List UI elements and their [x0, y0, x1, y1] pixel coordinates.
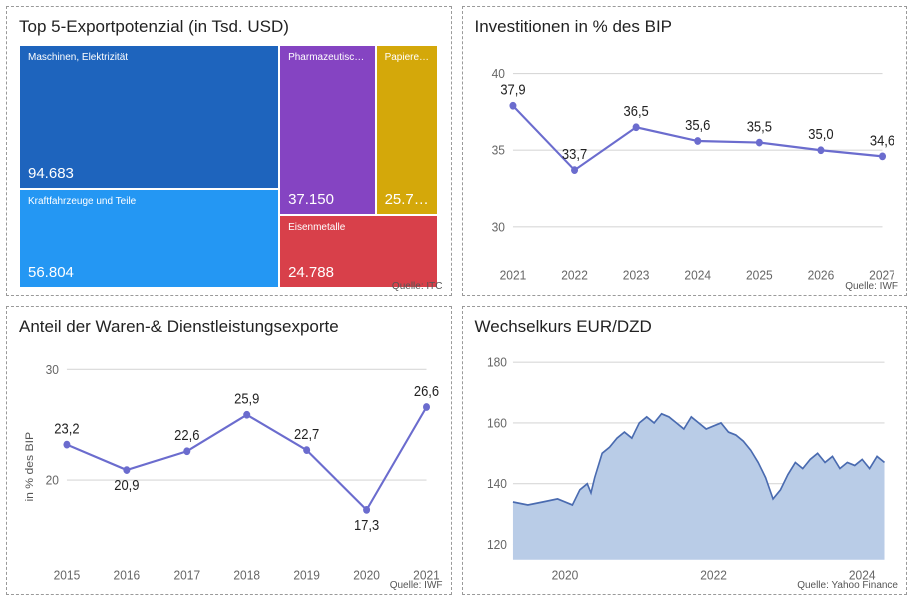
svg-text:2019: 2019	[293, 568, 320, 583]
svg-text:2021: 2021	[499, 268, 526, 283]
svg-text:30: 30	[491, 220, 504, 235]
line-chart-invest: 303540202120222023202420252026202737,933…	[475, 45, 895, 289]
svg-text:20: 20	[46, 472, 59, 487]
svg-text:25,9: 25,9	[234, 391, 259, 407]
treemap-cell: Pharmazeutische… 37.150	[279, 45, 375, 215]
svg-text:140: 140	[486, 476, 506, 491]
treemap-cell: Eisenmetalle 24.788	[279, 215, 438, 288]
treemap-cell: Maschinen, Elektrizität 94.683	[19, 45, 279, 189]
panel-investitionen: Investitionen in % des BIP 30 35 40 2021 202…	[462, 6, 908, 296]
treemap-cell: Papiererz… 25.7…	[376, 45, 439, 215]
svg-text:2016: 2016	[114, 568, 141, 583]
svg-text:22,6: 22,6	[174, 427, 200, 443]
source-label: Quelle: IWF	[390, 580, 443, 591]
svg-text:36,5: 36,5	[623, 104, 649, 120]
svg-text:2022: 2022	[700, 568, 727, 583]
panel-export-potential: Top 5-Exportpotenzial (in Tsd. USD) Masc…	[6, 6, 452, 296]
panel-export-share: Anteil der Waren-& Dienstleistungsexport…	[6, 306, 452, 596]
svg-text:2020: 2020	[353, 568, 380, 583]
svg-text:2026: 2026	[807, 268, 834, 283]
svg-text:160: 160	[486, 415, 506, 430]
panel-title: Top 5-Exportpotenzial (in Tsd. USD)	[19, 17, 439, 37]
treemap-cell-label: Maschinen, Elektrizität	[28, 52, 270, 63]
source-label: Quelle: Yahoo Finance	[797, 580, 898, 591]
svg-text:22,7: 22,7	[294, 426, 319, 442]
treemap-chart: Maschinen, Elektrizität 94.683 Kraftfahrze…	[19, 45, 439, 289]
svg-text:2024: 2024	[684, 268, 711, 283]
svg-text:37,9: 37,9	[500, 82, 525, 98]
svg-text:2015: 2015	[54, 568, 81, 583]
source-label: Quelle: IWF	[845, 281, 898, 292]
svg-text:120: 120	[486, 537, 506, 552]
treemap-cell-label: Kraftfahrzeuge und Teile	[28, 196, 270, 207]
svg-text:2022: 2022	[561, 268, 588, 283]
svg-text:in % des BIP: in % des BIP	[24, 431, 35, 501]
svg-text:17,3: 17,3	[354, 517, 380, 533]
svg-text:26,6: 26,6	[414, 383, 439, 399]
svg-text:2018: 2018	[233, 568, 260, 583]
treemap-cell-value: 56.804	[28, 264, 270, 281]
svg-text:2020: 2020	[551, 568, 578, 583]
area-chart-fx: 120140160180202020222024	[475, 345, 895, 589]
svg-text:20,9: 20,9	[114, 477, 139, 493]
panel-title: Anteil der Waren-& Dienstleistungsexport…	[19, 317, 439, 337]
panel-wechselkurs: Wechselkurs EUR/DZD 120 140 160 180 2020 2022…	[462, 306, 908, 596]
svg-text:2023: 2023	[622, 268, 649, 283]
treemap-cell-value: 37.150	[288, 191, 366, 208]
svg-text:40: 40	[491, 66, 504, 81]
panel-title: Wechselkurs EUR/DZD	[475, 317, 895, 337]
treemap-cell-label: Pharmazeutische…	[288, 52, 366, 63]
line-chart-export-share: 20 30 in % des BIP 2015 2016 2017 2018 2019 2020…	[19, 345, 439, 589]
source-label: Quelle: ITC	[392, 281, 443, 292]
treemap-cell-label: Eisenmetalle	[288, 222, 429, 233]
svg-text:35,5: 35,5	[746, 119, 772, 135]
treemap-cell: Kraftfahrzeuge und Teile 56.804	[19, 189, 279, 289]
svg-text:2017: 2017	[173, 568, 200, 583]
treemap-cell-value: 24.788	[288, 264, 429, 281]
treemap-cell-value: 94.683	[28, 165, 270, 182]
svg-text:35,6: 35,6	[685, 117, 711, 133]
svg-text:2025: 2025	[746, 268, 773, 283]
panel-title: Investitionen in % des BIP	[475, 17, 895, 37]
treemap-cell-label: Papiererz…	[385, 52, 430, 63]
svg-text:33,7: 33,7	[561, 146, 586, 162]
svg-text:23,2: 23,2	[54, 420, 79, 436]
svg-text:35,0: 35,0	[808, 127, 834, 143]
treemap-cell-value: 25.7…	[385, 191, 430, 208]
svg-text:35: 35	[491, 143, 504, 158]
svg-text:34,6: 34,6	[869, 133, 894, 149]
svg-text:30: 30	[46, 362, 59, 377]
svg-text:180: 180	[486, 355, 506, 370]
